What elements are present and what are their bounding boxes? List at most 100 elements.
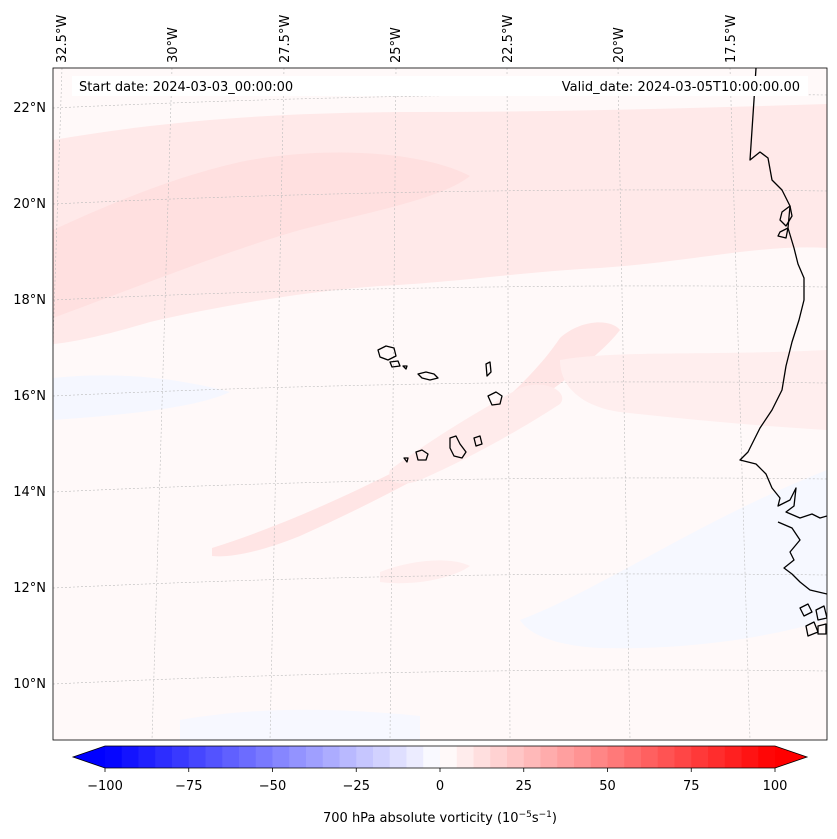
lon-line-25	[389, 68, 397, 740]
coastal-island-2	[777, 227, 789, 239]
colorbar-cell	[339, 746, 357, 768]
colorbar-cell	[691, 746, 709, 768]
colorbar-cell	[657, 746, 675, 768]
colorbar-cell	[708, 746, 726, 768]
lat-label-6: 12°N	[13, 581, 46, 596]
island-sao-nicolau	[417, 371, 439, 381]
coastal-island-1	[779, 205, 793, 227]
colorbar-cell	[322, 746, 340, 768]
colorbar-ticks	[104, 768, 776, 772]
colorbar-tick-label: −50	[259, 779, 286, 794]
lon-line-17-5	[729, 68, 751, 740]
map-frame	[52, 67, 828, 741]
colorbar-extend-min	[73, 746, 105, 768]
vorticity-patch-east	[560, 350, 827, 430]
colorbar-cell	[607, 746, 625, 768]
colorbar-label-exp2: −1	[539, 810, 552, 820]
colorbar-tick-label: 50	[599, 779, 616, 794]
colorbar-cell	[356, 746, 374, 768]
lat-label-3: 18°N	[13, 293, 46, 308]
colorbar-label: 700 hPa absolute vorticity (10−5s−1)	[323, 810, 557, 826]
colorbar-cell	[222, 746, 240, 768]
latitude-labels: 22°N 20°N 18°N 16°N 14°N 12°N 10°N	[13, 101, 46, 692]
colorbar-tick-label: −100	[87, 779, 123, 794]
valid-date-label: Valid_date: 2024-03-05T10:00:00.00	[562, 80, 800, 95]
africa-coast-south	[777, 521, 827, 595]
africa-coast	[739, 68, 827, 519]
colorbar-cell	[389, 746, 407, 768]
colorbar-tick-label: −75	[175, 779, 202, 794]
lon-line-27-5	[269, 68, 285, 740]
colorbar-cell	[172, 746, 190, 768]
colorbar-cell	[239, 746, 257, 768]
lat-label-7: 10°N	[13, 677, 46, 692]
colorbar-cell	[641, 746, 659, 768]
colorbar-cell	[138, 746, 156, 768]
lon-label-1: 32.5°W	[55, 15, 70, 63]
island-maio	[473, 435, 483, 447]
colorbar-cell	[456, 746, 474, 768]
colorbar-label-exp1: −5	[519, 810, 532, 820]
lon-line-30	[151, 68, 173, 740]
island-santa-luzia	[402, 365, 408, 370]
map-panel: Start date: 2024-03-03_00:00:00 Valid_da…	[13, 15, 828, 741]
colorbar-cell	[674, 746, 692, 768]
colorbar-cell	[289, 746, 307, 768]
start-date-label: Start date: 2024-03-03_00:00:00	[79, 80, 293, 95]
colorbar-cell	[105, 746, 123, 768]
lon-label-4: 25°W	[389, 27, 404, 63]
colorbar-tick-label: 100	[763, 779, 788, 794]
vorticity-patch-central	[389, 384, 563, 484]
graticule	[53, 68, 827, 740]
longitude-labels: 32.5°W 30°W 27.5°W 25°W 22.5°W 20°W 17.5…	[55, 15, 739, 63]
colorbar-extend-max	[775, 746, 807, 768]
colorbar-label-text: 700 hPa absolute vorticity (10	[323, 811, 519, 826]
island-santo-antao	[377, 345, 397, 361]
colorbar-cell	[590, 746, 608, 768]
colorbar-cell	[540, 746, 558, 768]
island-brava	[403, 457, 409, 463]
island-sao-vicente	[389, 360, 401, 368]
lon-label-6: 20°W	[612, 27, 627, 63]
vorticity-field	[53, 104, 827, 740]
lon-label-2: 30°W	[166, 27, 181, 63]
lon-label-7: 17.5°W	[724, 15, 739, 63]
island-boa-vista	[487, 391, 503, 406]
colorbar-cell	[155, 746, 173, 768]
lat-label-4: 16°N	[13, 389, 46, 404]
vorticity-negative-west	[53, 375, 230, 420]
colorbar-cell	[272, 746, 290, 768]
island-sal	[485, 361, 492, 377]
bijagos-island-3	[815, 605, 827, 621]
colorbar-label-end: )	[552, 811, 557, 826]
colorbar-tick-label: 0	[436, 779, 444, 794]
lon-line-22-5	[506, 68, 511, 740]
colorbar-cell	[473, 746, 491, 768]
colorbar-tick-label: −25	[343, 779, 370, 794]
colorbar-cell	[758, 746, 776, 768]
colorbar-cell	[523, 746, 541, 768]
vorticity-negative-sw	[180, 709, 420, 740]
colorbar-label-mid: s	[532, 811, 539, 826]
colorbar-cell	[188, 746, 206, 768]
colorbar-cell	[205, 746, 223, 768]
colorbar-cell	[306, 746, 324, 768]
colorbar-cells	[105, 746, 776, 768]
colorbar-cell	[741, 746, 759, 768]
colorbar-cell	[423, 746, 441, 768]
lon-line-20	[617, 68, 631, 740]
bijagos-island-1	[799, 603, 813, 617]
bijagos-island-4	[817, 623, 827, 635]
colorbar-cell	[574, 746, 592, 768]
lon-label-5: 22.5°W	[501, 15, 516, 63]
lat-label-1: 22°N	[13, 101, 46, 116]
island-fogo	[415, 449, 429, 461]
colorbar-cell	[255, 746, 273, 768]
lat-label-2: 20°N	[13, 197, 46, 212]
colorbar-cell	[724, 746, 742, 768]
colorbar-cell	[440, 746, 458, 768]
vorticity-band-south	[212, 322, 620, 557]
vorticity-negative-south	[520, 470, 827, 649]
colorbar-cell	[557, 746, 575, 768]
